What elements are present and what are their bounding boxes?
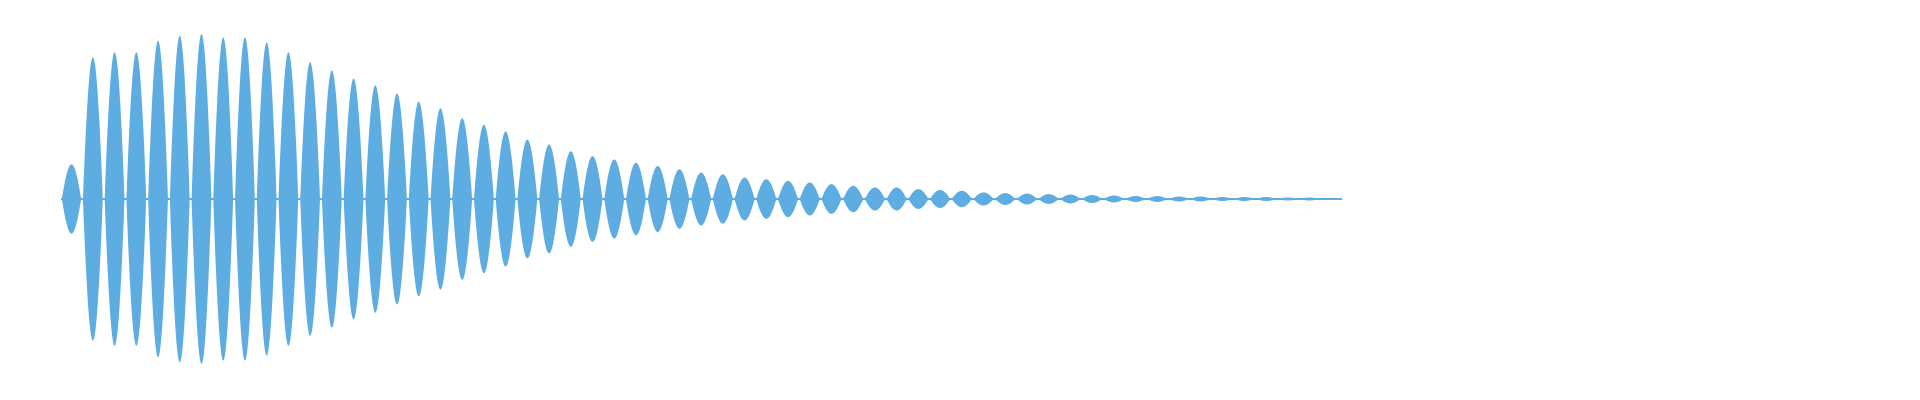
waveform-lobe [1038,194,1059,204]
waveform-lobe [1060,194,1081,204]
waveform-lobe [713,174,733,224]
waveform-lobe [886,187,907,211]
waveform-lobe [1190,196,1211,202]
waveform-lobe [104,52,125,346]
waveform-lobe [734,177,755,221]
waveform-lobe [691,172,711,226]
waveform-lobe [1082,195,1103,203]
waveform-lobe [1234,197,1255,201]
waveform-lobe [126,52,147,346]
waveform-lobe [235,37,255,361]
waveform-lobe [1169,196,1189,202]
waveform-lobe [495,131,516,267]
waveform-lobe [408,101,429,297]
waveform-lobe [62,164,81,234]
waveform-lobe [973,192,994,206]
waveform-lobe [474,124,494,274]
waveform-lobe [930,189,950,209]
waveform-lobe [778,180,798,218]
waveform-lobe [148,40,168,358]
waveform-lobe [452,118,473,280]
waveform-lobe [387,93,407,305]
waveform-lobe [1212,197,1233,201]
waveform-lobe [756,179,777,219]
waveform-lobe [908,189,929,209]
waveform-lobe [191,34,212,364]
waveform-lobe [365,85,386,313]
waveform-lobe [995,193,1016,205]
waveform-lobes [62,34,1341,364]
waveform-lobe [300,62,320,336]
waveform-lobe [1147,196,1168,202]
waveform-lobe [343,78,364,320]
waveform-lobe [626,162,646,236]
waveform-lobe [1277,197,1298,201]
waveform-lobe [1321,198,1341,200]
waveform-lobe [213,37,234,361]
waveform-lobe [604,159,625,239]
waveform-lobe [1256,197,1276,201]
waveform-lobe [517,139,538,259]
waveform-lobe [1017,193,1037,205]
waveform-lobe [169,35,190,363]
waveform-lobe [1125,196,1146,202]
waveform-lobe [430,108,451,290]
waveform-lobe [669,169,690,229]
waveform-lobe [321,70,342,328]
waveform-lobe [560,151,581,247]
waveform-lobe [843,185,864,213]
waveform-lobe [278,52,299,346]
waveform-lobe [1299,197,1320,201]
waveform-lobe [799,182,820,216]
waveform-lobe [647,166,668,232]
waveform-lobe [582,156,603,242]
waveform-lobe [83,57,103,341]
waveform-lobe [951,190,972,208]
waveform-lobe [256,42,277,356]
waveform-lobe [1104,195,1124,203]
waveform-lobe [539,144,559,254]
waveform-lobe [821,184,842,214]
waveform-lobe [865,187,885,211]
